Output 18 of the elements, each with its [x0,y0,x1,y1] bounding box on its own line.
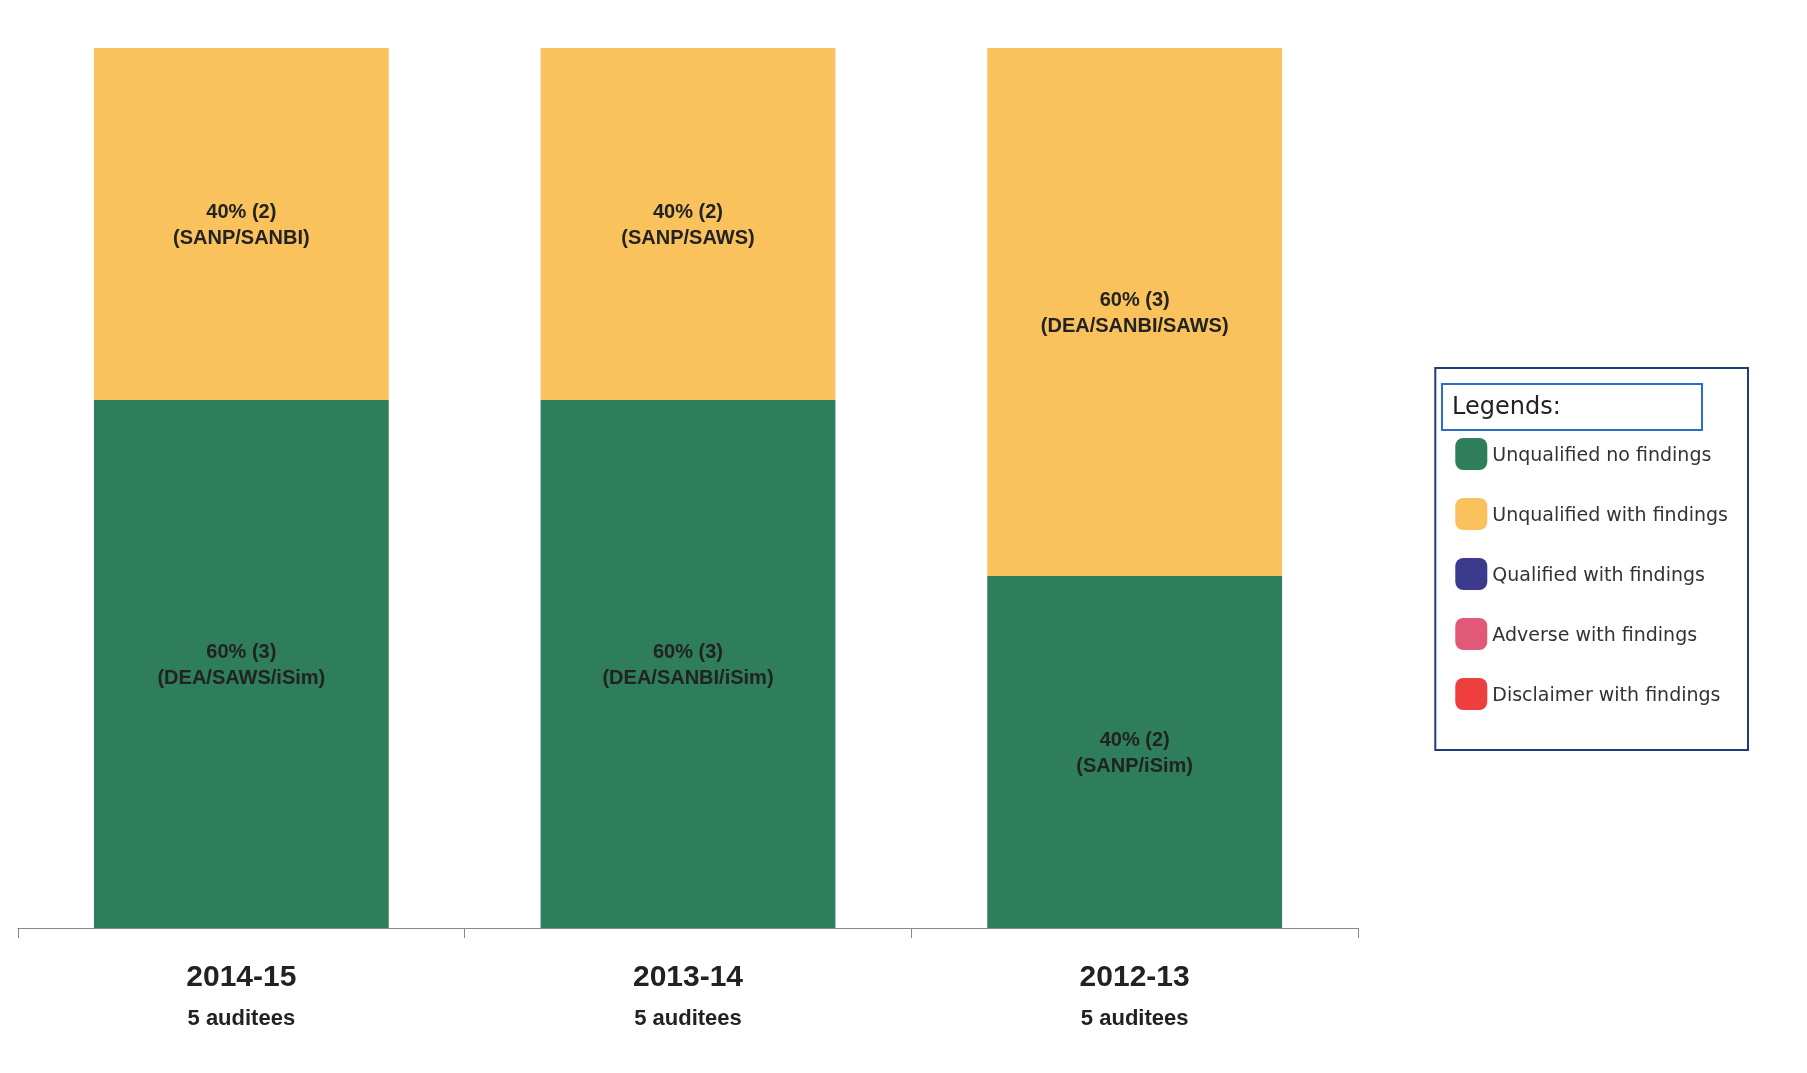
text: 5 auditees [1080,1004,1189,1030]
x-tick-label: 2014-15 [186,958,297,992]
data-label: 60% (3) (DEA/SANBI/SAWS) [1040,288,1229,336]
legend-label: Qualified with findings [1492,563,1705,585]
legend-label: Disclaimer with findings [1492,683,1721,705]
x-tick-label: 2013-14 [632,958,744,992]
x-tick-label: 2012-13 [1079,958,1190,992]
text: 5 auditees [187,1004,296,1030]
text: 5 auditees [634,1004,742,1030]
legend-label: Unqualified no findings [1492,443,1712,465]
data-label: 40% (2) (SANP/SAWS) [621,200,755,248]
legend-title: Legends: [1452,392,1561,420]
legend-label: Adverse with findings [1492,623,1698,645]
data-label: 60% (3) (DEA/SAWS/iSim) [157,640,326,688]
data-label: 40% (2) (SANP/iSim) [1076,728,1194,776]
legend-label: Unqualified with findings [1492,503,1729,525]
data-label: 60% (3) (DEA/SANBI/iSim) [602,640,774,688]
data-label: 40% (2) (SANP/SANBI) [173,200,310,248]
